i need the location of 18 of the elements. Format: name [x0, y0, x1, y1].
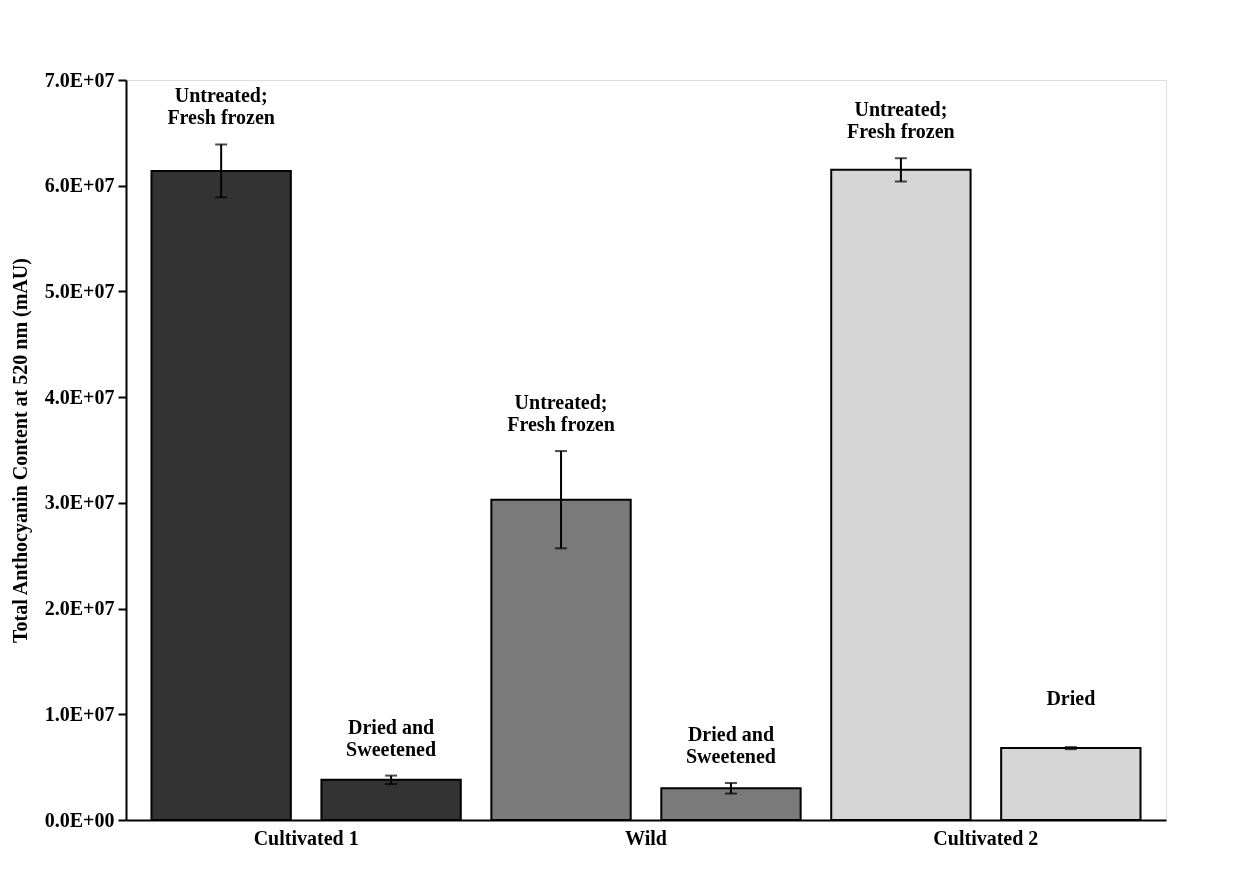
annotation: Dried and Sweetened: [346, 715, 437, 760]
annotation: Untreated; Fresh frozen: [167, 84, 275, 129]
y-tick-label: 4.0E+07: [44, 385, 115, 408]
y-tick-label: 3.0E+07: [44, 491, 115, 514]
y-tick-label: 5.0E+07: [44, 279, 115, 302]
annotation: Dried: [1046, 687, 1096, 710]
y-axis-title: Total Anthocyanin Content at 520 nm (mAU): [8, 258, 32, 643]
annotation: Untreated; Fresh frozen: [847, 98, 955, 143]
x-tick-label: Wild: [625, 826, 667, 849]
y-tick-label: 0.0E+00: [44, 808, 115, 831]
y-tick-label: 6.0E+07: [44, 174, 115, 197]
x-tick-label: Cultivated 2: [933, 826, 1039, 849]
annotation: Untreated; Fresh frozen: [507, 391, 615, 436]
x-tick-label: Cultivated 1: [253, 826, 359, 849]
y-tick-label: 1.0E+07: [44, 702, 115, 725]
annotation: Dried and Sweetened: [685, 723, 776, 767]
y-tick-label: 7.0E+07: [44, 68, 115, 91]
y-tick-label: 2.0E+07: [44, 597, 115, 620]
